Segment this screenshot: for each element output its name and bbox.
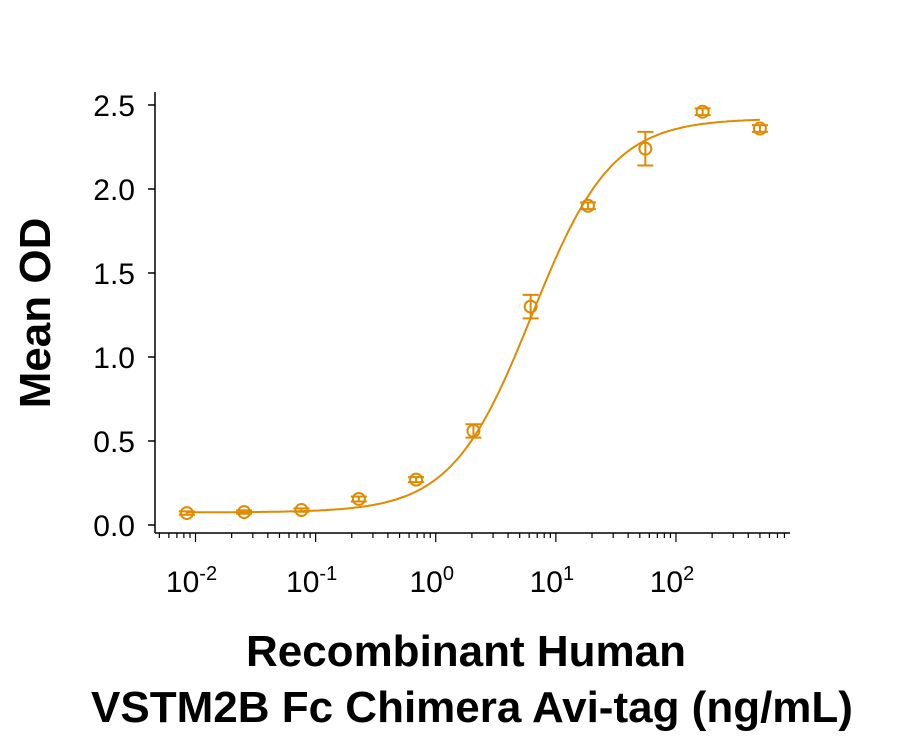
axes: 0.0 0.5 1.0 1.5 2.0 2.5 10-2 10-1 100 101 102 xyxy=(93,90,790,599)
x-axis-title-line1: Recombinant Human xyxy=(246,627,686,676)
data-marker xyxy=(294,503,309,518)
data-point xyxy=(579,198,596,213)
data-marker xyxy=(752,121,767,136)
data-marker xyxy=(523,299,538,314)
data-marker xyxy=(466,423,481,438)
x-tick-label: 101 xyxy=(530,563,575,599)
data-marker xyxy=(580,198,595,213)
data-point xyxy=(751,121,768,136)
fit-curve xyxy=(186,118,760,514)
data-point xyxy=(408,472,425,487)
x-tick-label: 10-2 xyxy=(166,563,217,599)
x-tick-label: 100 xyxy=(409,563,454,599)
y-tick-label: 0.0 xyxy=(93,510,135,543)
fit-curve-group xyxy=(186,118,760,514)
data-point xyxy=(178,506,195,521)
data-point xyxy=(694,104,711,119)
data-point xyxy=(637,130,654,167)
data-marker xyxy=(638,141,653,156)
y-tick-label: 2.0 xyxy=(93,174,135,207)
y-tick-label: 2.5 xyxy=(93,90,135,123)
y-tick-label: 1.0 xyxy=(93,342,135,375)
data-marker xyxy=(695,104,710,119)
x-axis-title-line2: VSTM2B Fc Chimera Avi-tag (ng/mL) xyxy=(91,683,853,732)
data-point xyxy=(293,503,310,518)
data-point xyxy=(350,491,367,506)
data-marker xyxy=(179,506,194,521)
data-point xyxy=(522,293,539,320)
x-tick-label: 10-1 xyxy=(286,563,337,599)
data-marker xyxy=(351,491,366,506)
data-point xyxy=(465,423,482,439)
data-points xyxy=(178,104,768,521)
y-tick-label: 0.5 xyxy=(93,426,135,459)
data-point xyxy=(236,505,253,520)
y-tick-label: 1.5 xyxy=(93,258,135,291)
y-axis-title: Mean OD xyxy=(11,218,60,409)
data-marker xyxy=(237,505,252,520)
data-marker xyxy=(409,472,424,487)
x-tick-label: 102 xyxy=(650,563,695,599)
